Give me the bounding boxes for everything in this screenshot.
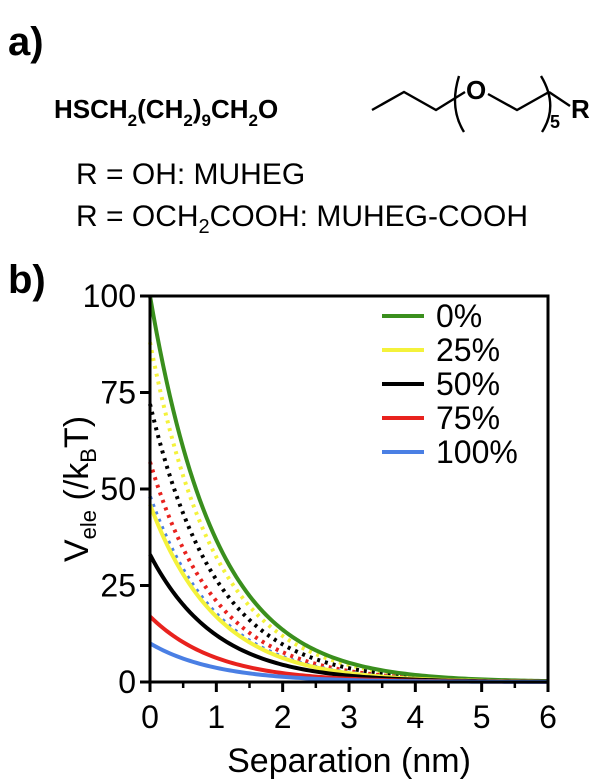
x-tick-label-0: 0 bbox=[141, 699, 159, 735]
x-tick-label-3: 3 bbox=[340, 699, 358, 735]
x-tick-label-6: 6 bbox=[539, 699, 557, 735]
y-tick-label-4: 100 bbox=[83, 278, 136, 314]
panel-b-label: b) bbox=[8, 258, 46, 302]
legend-label-1: 25% bbox=[436, 332, 500, 368]
legend-label-4: 100% bbox=[436, 434, 518, 470]
panel-a-label: a) bbox=[8, 20, 44, 64]
bond-to-r bbox=[548, 91, 571, 107]
y-axis-label: Vele (/kBT) bbox=[58, 416, 101, 562]
zigzag-chain-2 bbox=[487, 90, 550, 112]
repeat-bracket-close bbox=[539, 75, 552, 133]
x-tick-label-5: 5 bbox=[473, 699, 491, 735]
r-definition-muheg-cooh: R = OCH2COOH: MUHEG-COOH bbox=[76, 200, 528, 238]
r-definition-muheg: R = OH: MUHEG bbox=[76, 158, 306, 191]
structure-formula-text: HSCH2(CH2)9CH2O bbox=[54, 94, 278, 130]
y-tick-label-1: 25 bbox=[100, 568, 136, 604]
zigzag-chain-1 bbox=[371, 90, 466, 112]
potential-vs-separation-chart: 0 1 2 3 4 5 6 0 25 50 75 100 Separation (nm) Vele (/k… bbox=[58, 278, 557, 780]
y-tick-label-2: 50 bbox=[100, 471, 136, 507]
legend-label-3: 75% bbox=[436, 400, 500, 436]
x-tick-label-1: 1 bbox=[207, 699, 225, 735]
y-tick-label-3: 75 bbox=[100, 375, 136, 411]
repeat-count: 5 bbox=[550, 112, 560, 132]
x-tick-label-4: 4 bbox=[406, 699, 424, 735]
legend-label-2: 50% bbox=[436, 366, 500, 402]
x-tick-label-2: 2 bbox=[274, 699, 292, 735]
y-tick-label-0: 0 bbox=[118, 664, 136, 700]
repeat-bracket-open bbox=[453, 75, 466, 133]
r-group: R bbox=[571, 94, 590, 124]
x-axis-label: Separation (nm) bbox=[227, 742, 471, 780]
chemical-structure: HSCH2(CH2)9CH2O O 5 R bbox=[54, 75, 590, 133]
ring-oxygen: O bbox=[466, 75, 486, 105]
series-dotted-2 bbox=[148, 403, 549, 684]
legend-label-0: 0% bbox=[436, 298, 482, 334]
